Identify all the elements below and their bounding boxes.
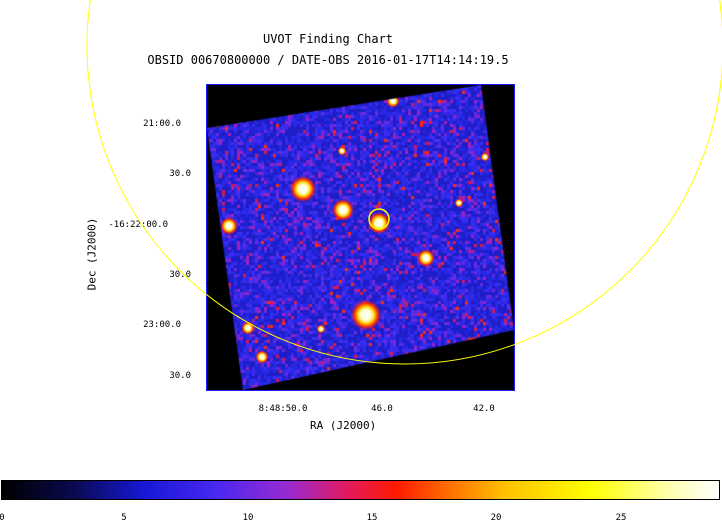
dec-tick-label: 30.0 xyxy=(169,270,191,280)
dec-tick-label: 23:00.0 xyxy=(143,320,181,330)
ra-tick-label: 8:48:50.0 xyxy=(258,404,308,414)
colorbar-tick-label: 15 xyxy=(366,513,378,523)
dec-tick-label: 30.0 xyxy=(169,169,191,179)
colorbar-tick-label: 10 xyxy=(242,513,254,523)
y-axis-label: Dec (J2000) xyxy=(85,217,99,291)
chart-subtitle: OBSID 00670800000 / DATE-OBS 2016-01-17T… xyxy=(147,53,509,67)
dec-tick-label: 30.0 xyxy=(169,371,191,381)
image-frame xyxy=(206,84,515,391)
colorbar-tick-label: 20 xyxy=(490,513,502,523)
colorbar-tick-label: 25 xyxy=(615,513,627,523)
x-axis-label: RA (J2000) xyxy=(310,419,377,432)
colorbar-tick-label: 0 xyxy=(0,513,5,523)
uvot-image xyxy=(207,85,514,390)
colorbar xyxy=(1,480,720,500)
ra-tick-label: 46.0 xyxy=(371,404,393,414)
dec-tick-label: 21:00.0 xyxy=(143,119,181,129)
colorbar-tick-label: 5 xyxy=(121,513,127,523)
ra-tick-label: 42.0 xyxy=(473,404,495,414)
chart-title: UVOT Finding Chart xyxy=(262,32,394,46)
dec-tick-label: -16:22:00.0 xyxy=(108,220,168,230)
